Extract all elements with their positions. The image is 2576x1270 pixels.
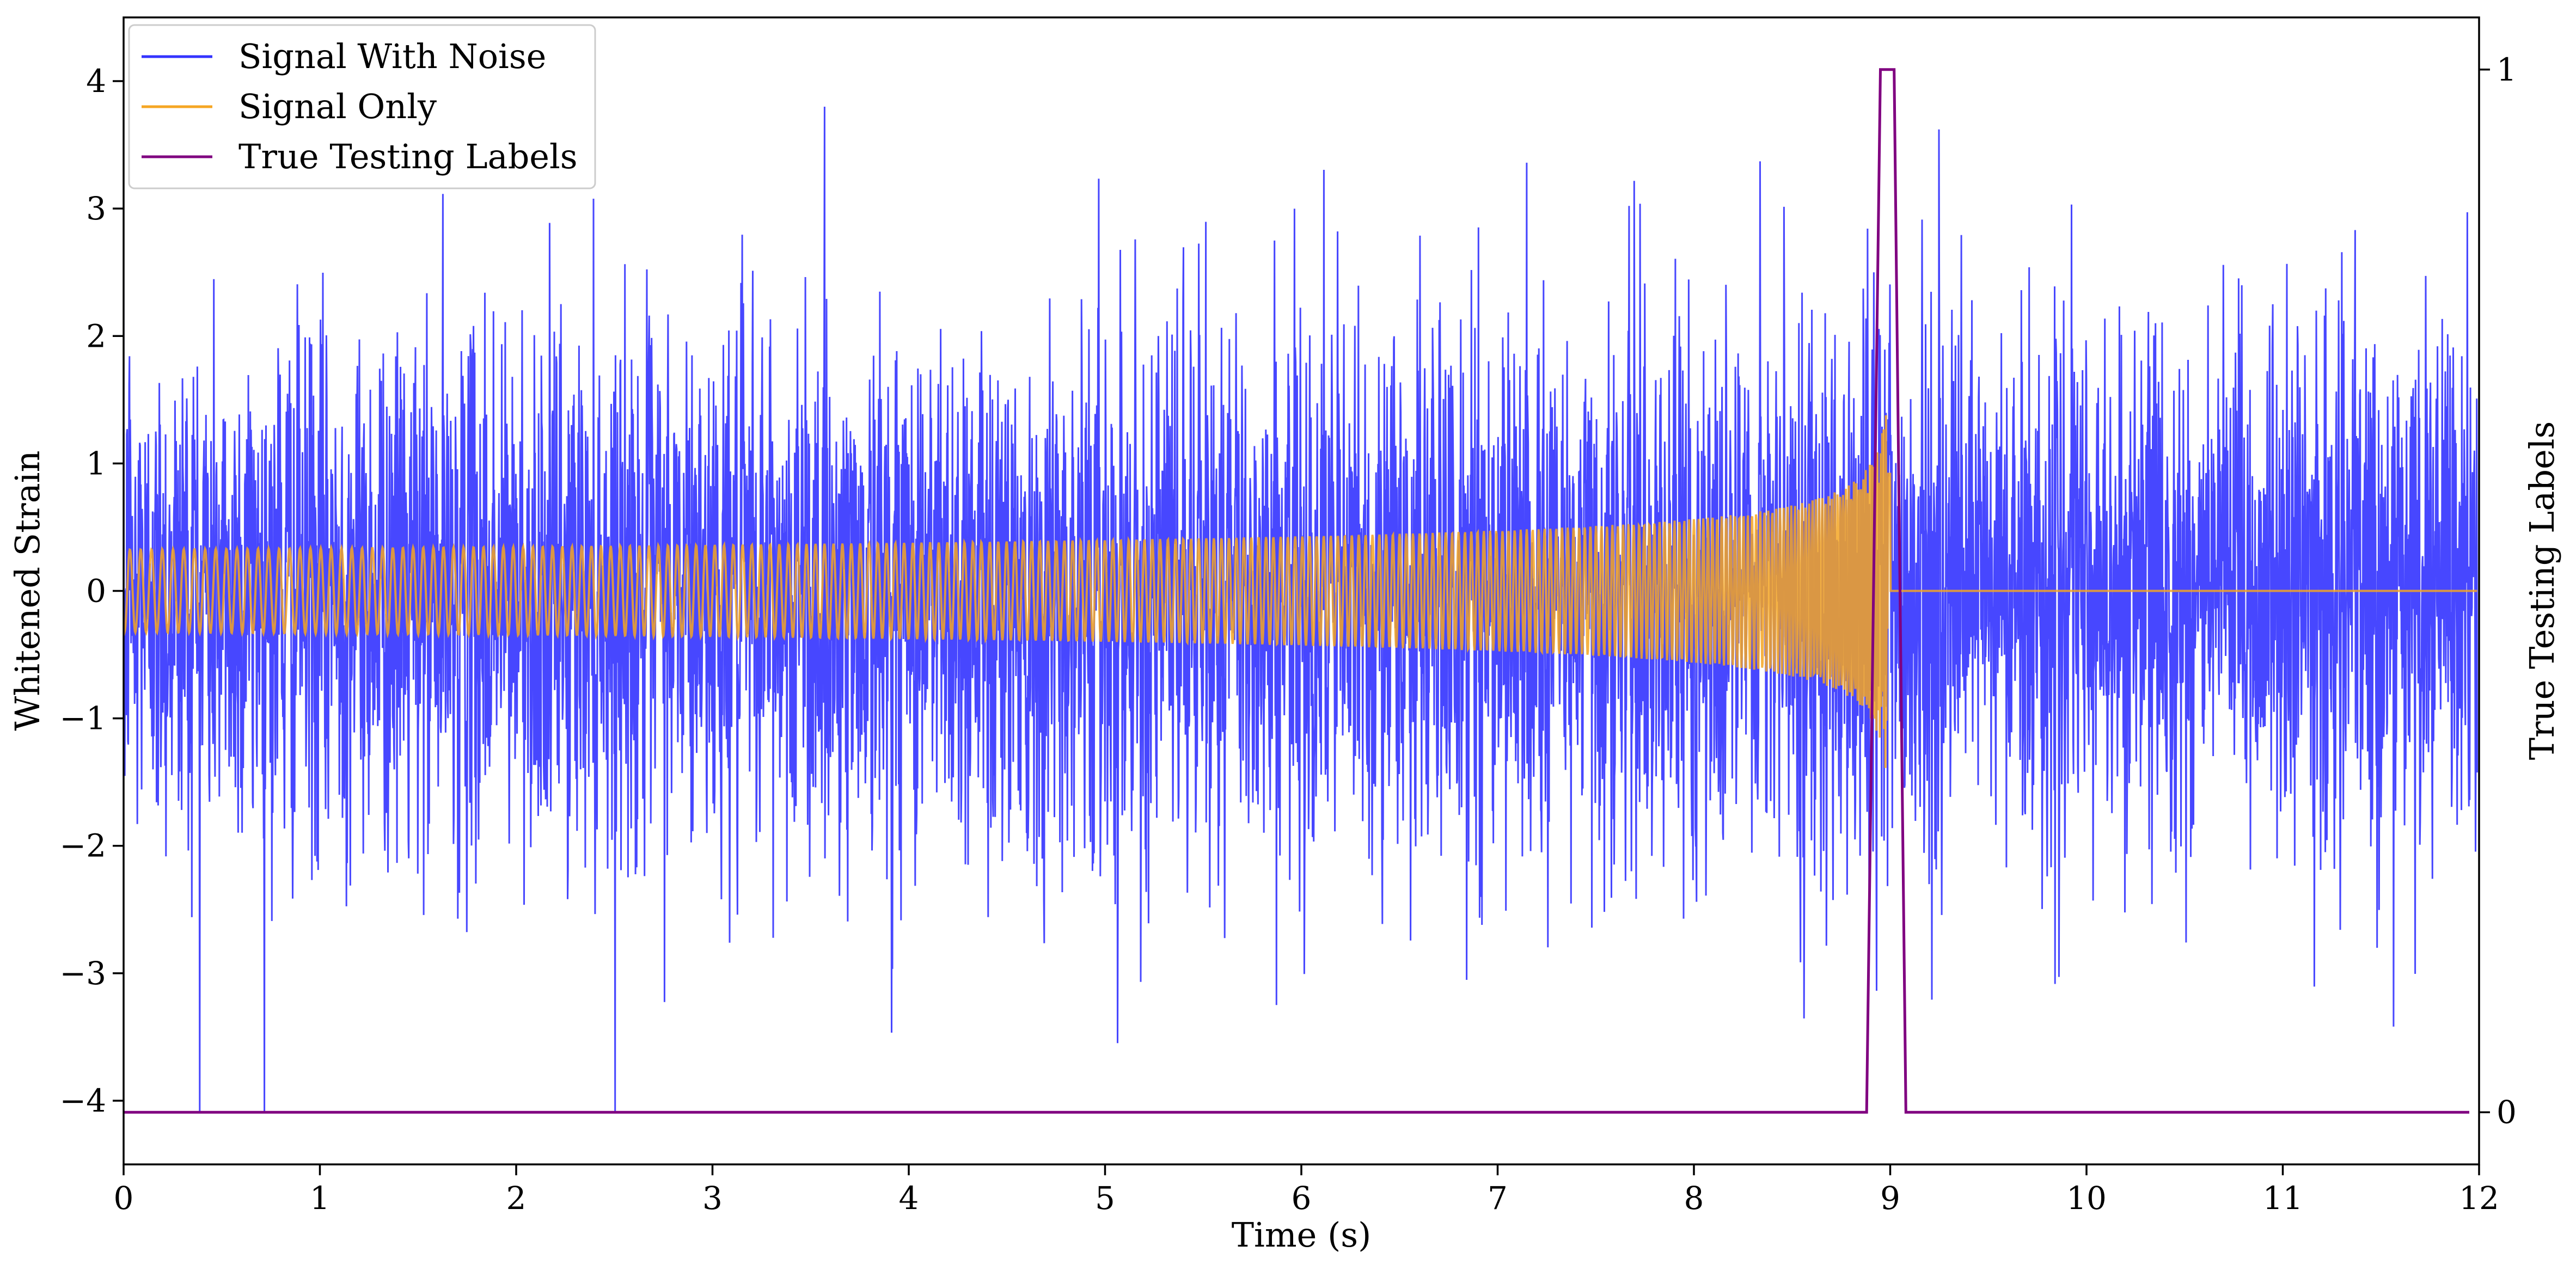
y-axis-title: Whitened Strain	[8, 451, 47, 731]
x-tick-label: 1	[310, 1180, 330, 1217]
y-axis: −4 −3 −2 −1 0 1 2 3 4	[60, 63, 124, 1119]
x-tick-label: 12	[2459, 1180, 2499, 1217]
y2-tick-label: 0	[2497, 1094, 2517, 1131]
x-tick-label: 11	[2263, 1180, 2303, 1217]
plot-area	[123, 16, 2480, 1165]
legend-label-true-testing-labels: True Testing Labels	[238, 137, 578, 176]
y-tick-label: −3	[60, 955, 107, 992]
series-signal-only	[124, 415, 2477, 768]
legend-label-signal-with-noise: Signal With Noise	[238, 36, 546, 76]
y-tick-label: 4	[86, 63, 106, 100]
y-tick-label: 2	[86, 317, 106, 354]
x-tick-label: 7	[1488, 1180, 1508, 1217]
series-layer	[124, 68, 2478, 1114]
x-tick-label: 2	[506, 1180, 527, 1217]
y-tick-label: −2	[60, 827, 107, 864]
x-tick-label: 3	[702, 1180, 723, 1217]
x-tick-label: 9	[1880, 1180, 1900, 1217]
y-tick-label: 1	[86, 445, 106, 482]
x-axis: 0 1 2 3 4 5 6 7 8 9 10 11 12	[114, 1164, 2499, 1217]
series-true-testing-labels	[124, 68, 2469, 1114]
x-tick-label: 4	[899, 1180, 919, 1217]
y-tick-label: −4	[60, 1082, 107, 1119]
legend-entry-true-testing-labels: True Testing Labels	[142, 137, 578, 176]
legend-label-signal-only: Signal Only	[238, 87, 437, 126]
y-tick-label: 0	[86, 573, 106, 610]
y2-axis: 01	[2479, 51, 2517, 1131]
legend-box	[128, 24, 596, 189]
legend: Signal With Noise Signal Only True Testi…	[128, 24, 596, 189]
x-tick-label: 10	[2066, 1180, 2107, 1217]
x-tick-label: 8	[1684, 1180, 1704, 1217]
x-tick-label: 5	[1095, 1180, 1115, 1217]
legend-entry-signal-only: Signal Only	[142, 87, 437, 126]
y-tick-label: −1	[60, 700, 107, 737]
y2-axis-title: True Testing Labels	[2522, 421, 2562, 760]
x-tick-label: 0	[114, 1180, 134, 1217]
x-tick-label: 6	[1292, 1180, 1312, 1217]
x-axis-title: Time (s)	[1232, 1215, 1372, 1255]
series-signal-with-noise	[124, 106, 2478, 1114]
y-tick-label: 3	[86, 190, 106, 227]
legend-entry-signal-with-noise: Signal With Noise	[142, 36, 546, 76]
y2-tick-label: 1	[2497, 51, 2517, 88]
